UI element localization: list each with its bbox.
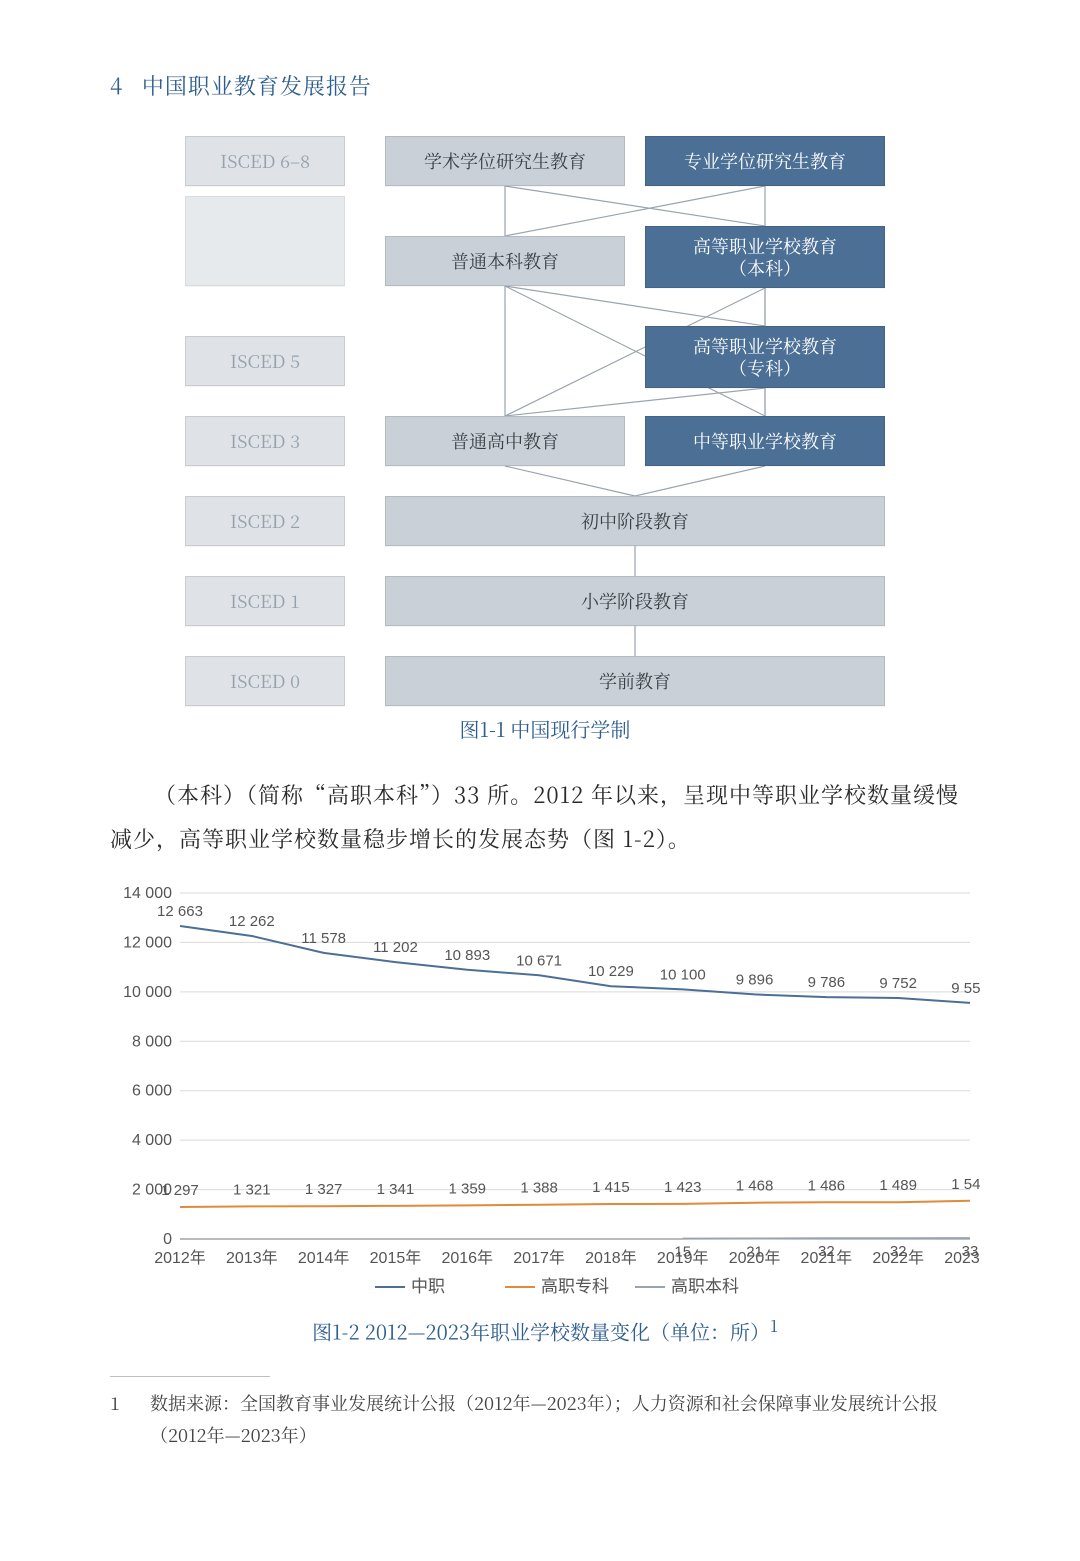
isced-spacer (185, 196, 345, 286)
svg-text:1 341: 1 341 (377, 1181, 415, 1198)
svg-text:6 000: 6 000 (132, 1083, 172, 1100)
figure-1-2-chart: 02 0004 0006 0008 00010 00012 00014 0002… (110, 879, 980, 1309)
figure-1-2-caption: 图1-2 2012—2023年职业学校数量变化（单位：所）1 (110, 1313, 980, 1346)
svg-text:2018年: 2018年 (585, 1249, 637, 1267)
svg-text:2012年: 2012年 (154, 1249, 206, 1267)
edu-box-undergrad: 普通本科教育 (385, 236, 625, 286)
svg-text:高职专科: 高职专科 (541, 1277, 609, 1296)
svg-text:2014年: 2014年 (298, 1249, 350, 1267)
page-number: 4 (110, 70, 123, 101)
svg-text:1 423: 1 423 (664, 1179, 702, 1196)
svg-text:1 321: 1 321 (233, 1181, 271, 1198)
svg-text:9 896: 9 896 (736, 971, 774, 988)
edu-box-primary: 小学阶段教育 (385, 576, 885, 626)
edu-box-sec_voc: 中等职业学校教育 (645, 416, 885, 466)
edu-box-pre: 学前教育 (385, 656, 885, 706)
svg-text:10 893: 10 893 (444, 947, 490, 964)
svg-text:12 663: 12 663 (157, 903, 203, 920)
footnote-number: 1 (110, 1387, 150, 1452)
isced-level: ISCED 6–8 (185, 136, 345, 186)
edu-box-acad_grad: 学术学位研究生教育 (385, 136, 625, 186)
edu-box-senior_high: 普通高中教育 (385, 416, 625, 466)
svg-text:1 388: 1 388 (520, 1180, 558, 1197)
svg-text:1 486: 1 486 (808, 1177, 846, 1194)
svg-text:10 100: 10 100 (660, 966, 706, 983)
running-header: 4 中国职业教育发展报告 (110, 70, 980, 101)
isced-level: ISCED 0 (185, 656, 345, 706)
svg-text:32: 32 (890, 1243, 907, 1260)
edu-box-voc_bach: 高等职业学校教育 （本科） (645, 226, 885, 288)
svg-text:10 671: 10 671 (516, 952, 562, 969)
svg-text:33: 33 (962, 1243, 979, 1260)
svg-text:15: 15 (674, 1244, 691, 1261)
svg-text:14 000: 14 000 (123, 885, 172, 902)
svg-text:12 000: 12 000 (123, 934, 172, 951)
svg-text:1 297: 1 297 (161, 1182, 199, 1199)
svg-text:9 752: 9 752 (879, 975, 917, 992)
svg-text:10 229: 10 229 (588, 963, 634, 980)
edu-box-prof_grad: 专业学位研究生教育 (645, 136, 885, 186)
svg-text:1 547: 1 547 (951, 1176, 980, 1193)
running-title: 中国职业教育发展报告 (142, 70, 372, 101)
svg-text:中职: 中职 (411, 1277, 445, 1296)
svg-text:2013年: 2013年 (226, 1249, 278, 1267)
footnote-rule (110, 1376, 270, 1377)
svg-text:1 359: 1 359 (448, 1180, 486, 1197)
svg-text:10 000: 10 000 (123, 984, 172, 1001)
svg-text:9 786: 9 786 (808, 974, 846, 991)
svg-text:12 262: 12 262 (229, 913, 275, 930)
svg-text:11 202: 11 202 (373, 939, 418, 956)
svg-text:1 327: 1 327 (305, 1181, 343, 1198)
isced-level: ISCED 2 (185, 496, 345, 546)
svg-text:高职本科: 高职本科 (671, 1277, 739, 1296)
svg-text:1 415: 1 415 (592, 1179, 630, 1196)
svg-text:1 468: 1 468 (736, 1178, 774, 1195)
figure-1-1-caption: 图1-1 中国现行学制 (110, 714, 980, 743)
svg-text:0: 0 (163, 1231, 172, 1248)
svg-text:8 000: 8 000 (132, 1033, 172, 1050)
figure-1-1-diagram: ISCED 6–8ISCED 5ISCED 3ISCED 2ISCED 1ISC… (185, 136, 905, 696)
svg-text:4 000: 4 000 (132, 1132, 172, 1149)
body-paragraph: （本科）（简称“高职本科”）33 所。2012 年以来，呈现中等职业学校数量缓慢… (110, 773, 980, 861)
isced-level: ISCED 1 (185, 576, 345, 626)
edu-box-junior: 初中阶段教育 (385, 496, 885, 546)
svg-text:2016年: 2016年 (441, 1249, 493, 1267)
isced-level: ISCED 5 (185, 336, 345, 386)
footnote-text: 数据来源：全国教育事业发展统计公报（2012年—2023年）；人力资源和社会保障… (150, 1387, 980, 1452)
svg-text:2017年: 2017年 (513, 1249, 565, 1267)
isced-level: ISCED 3 (185, 416, 345, 466)
svg-text:1 489: 1 489 (879, 1177, 917, 1194)
svg-text:9 553: 9 553 (951, 980, 980, 997)
footnote: 1 数据来源：全国教育事业发展统计公报（2012年—2023年）；人力资源和社会… (110, 1387, 980, 1452)
svg-text:21: 21 (746, 1243, 763, 1260)
svg-text:11 578: 11 578 (301, 930, 346, 947)
svg-text:32: 32 (818, 1243, 835, 1260)
edu-box-voc_assoc: 高等职业学校教育 （专科） (645, 326, 885, 388)
svg-text:2015年: 2015年 (370, 1249, 422, 1267)
